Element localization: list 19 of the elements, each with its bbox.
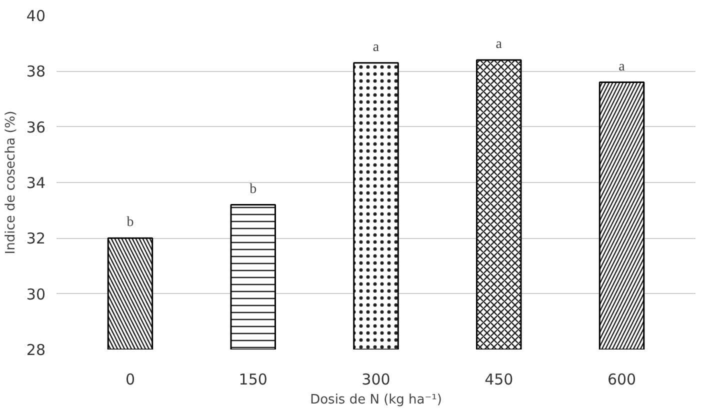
y-tick-label: 32 xyxy=(26,230,46,248)
y-tick-label: 36 xyxy=(26,118,46,136)
y-tick-label: 28 xyxy=(26,341,46,359)
x-axis-title: Dosis de N (kg ha⁻¹) xyxy=(310,392,442,408)
annotation: a xyxy=(618,59,626,74)
x-tick-label: 450 xyxy=(484,370,514,388)
x-tick-label: 300 xyxy=(362,370,390,388)
y-tick-label: 30 xyxy=(26,285,46,304)
x-tick-label: 600 xyxy=(607,370,636,388)
annotation: b xyxy=(126,215,134,230)
y-tick-label: 40 xyxy=(26,7,46,25)
y-axis-title: Indice de cosecha (%) xyxy=(3,110,18,254)
annotation: b xyxy=(250,182,257,197)
annotation: a xyxy=(496,37,503,52)
annotation: a xyxy=(372,40,380,55)
y-tick-label: 38 xyxy=(26,62,46,81)
x-tick-label: 150 xyxy=(238,370,268,388)
x-tick-label: 0 xyxy=(125,370,136,388)
y-tick-label: 34 xyxy=(26,174,46,192)
